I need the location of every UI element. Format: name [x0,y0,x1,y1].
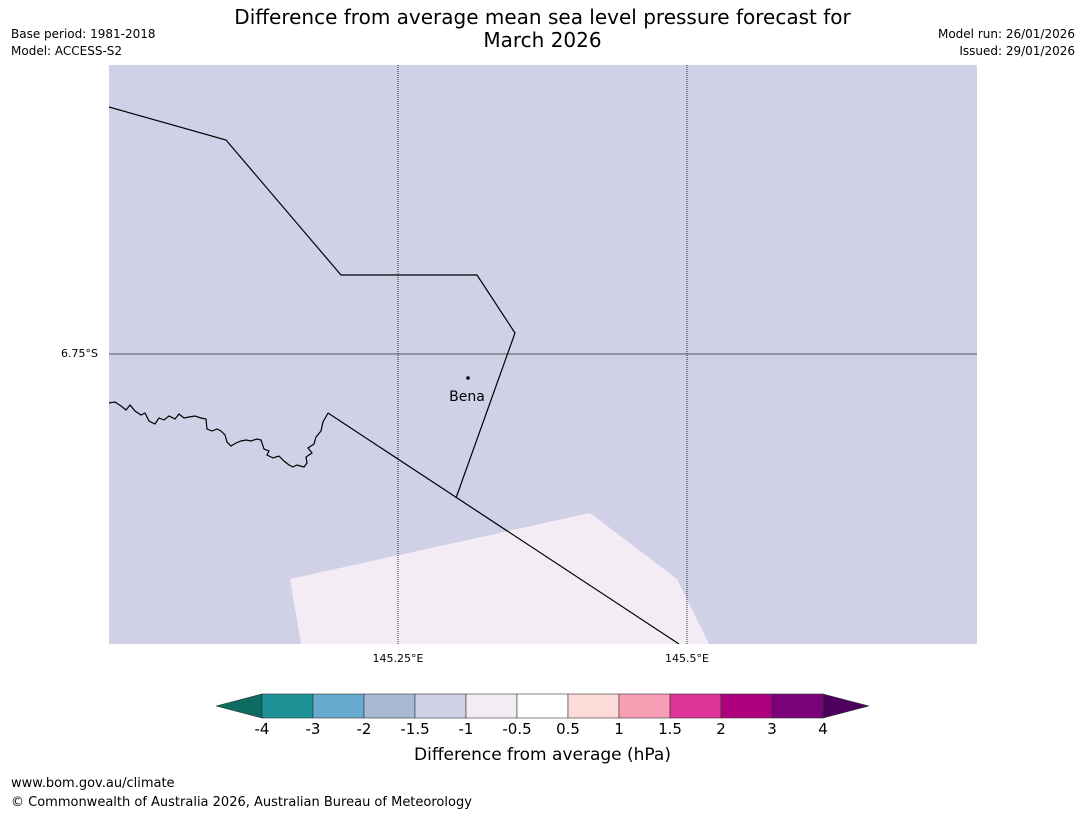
colorbar-tick-label: 1.5 [658,720,682,738]
colorbar-segment [363,693,416,719]
title-line-1: Difference from average mean sea level p… [234,5,851,29]
meta-right: Model run: 26/01/2026 Issued: 29/01/2026 [938,26,1075,60]
footer-copyright: © Commonwealth of Australia 2026, Austra… [11,795,472,810]
colorbar-arrow-high [822,693,870,719]
colorbar-title: Difference from average (hPa) [414,745,671,765]
colorbar-segment [261,693,314,719]
colorbar-arrow-low [216,693,263,719]
province-boundary-south [327,412,680,644]
colorbar-tick-label: 0.5 [556,720,580,738]
colorbar-tick-label: -4 [254,720,270,738]
colorbar-segment [720,693,773,719]
chart-title: Difference from average mean sea level p… [0,6,1085,52]
province-boundary-north [109,106,516,499]
longitude-label-145-25: 145.25°E [372,652,424,665]
colorbar-segment [414,693,467,719]
footer-url: www.bom.gov.au/climate [11,776,175,791]
colorbar-segment [669,693,722,719]
latitude-label: 6.75°S [61,347,98,360]
anomaly-region-light [290,513,709,644]
title-line-2: March 2026 [483,28,602,52]
place-marker-bena [466,376,470,380]
colorbar-tick-label: -1 [458,720,474,738]
longitude-label-145-5: 145.5°E [665,652,709,665]
colorbar-tick-label: -2 [356,720,372,738]
colorbar-tick-label: 1 [614,720,624,738]
issued-date: Issued: 29/01/2026 [959,44,1075,58]
place-label-bena: Bena [449,389,485,405]
colorbar [216,693,870,719]
meta-left: Base period: 1981-2018 Model: ACCESS-S2 [11,26,156,60]
colorbar-segment [771,693,824,719]
colorbar-segment [516,693,569,719]
model-name: Model: ACCESS-S2 [11,44,123,58]
colorbar-segment [312,693,365,719]
colorbar-tick-label: 4 [818,720,828,738]
colorbar-segment [567,693,620,719]
coastline [109,401,329,468]
base-period: Base period: 1981-2018 [11,27,156,41]
colorbar-tick-label: 2 [716,720,726,738]
colorbar-tick-label: 3 [767,720,777,738]
colorbar-tick-label: -3 [305,720,321,738]
map-plot: Bena [109,65,977,644]
model-run: Model run: 26/01/2026 [937,27,1075,41]
colorbar-tick-label: -1.5 [400,720,430,738]
colorbar-segment [465,693,518,719]
colorbar-segment [618,693,671,719]
colorbar-tick-label: -0.5 [502,720,532,738]
